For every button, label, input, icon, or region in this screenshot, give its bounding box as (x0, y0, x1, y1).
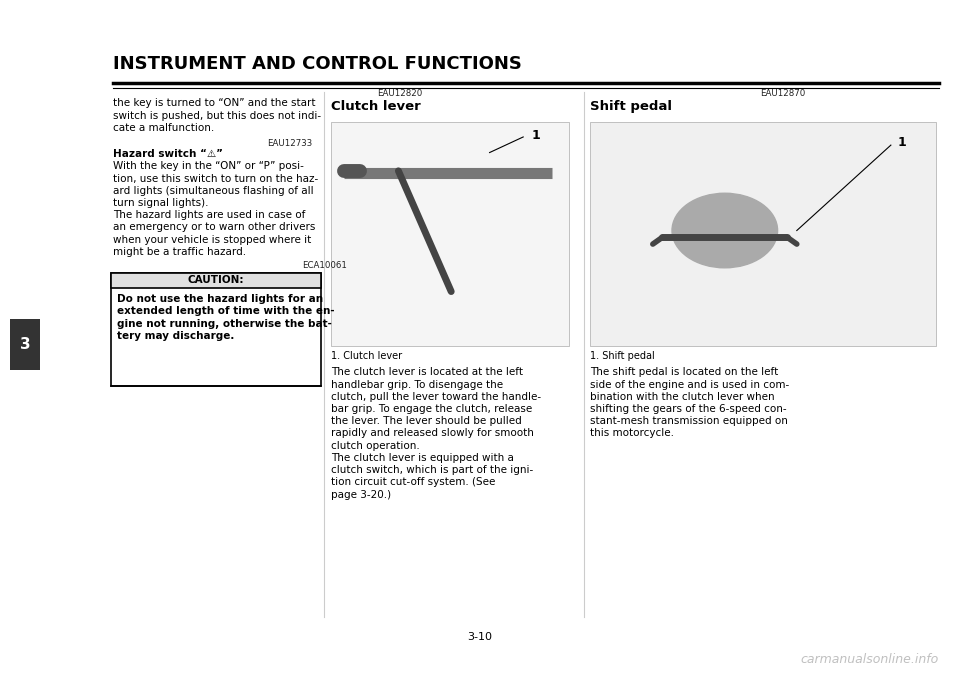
Text: clutch switch, which is part of the igni-: clutch switch, which is part of the igni… (331, 465, 534, 475)
Text: this motorcycle.: this motorcycle. (590, 428, 674, 439)
Text: The hazard lights are used in case of: The hazard lights are used in case of (113, 210, 305, 220)
Text: gine not running, otherwise the bat-: gine not running, otherwise the bat- (117, 319, 332, 329)
Text: rapidly and released slowly for smooth: rapidly and released slowly for smooth (331, 428, 534, 439)
Text: 1: 1 (898, 136, 907, 149)
Text: extended length of time with the en-: extended length of time with the en- (117, 306, 335, 317)
Text: ard lights (simultaneous flashing of all: ard lights (simultaneous flashing of all (113, 186, 314, 196)
Text: tion circuit cut-off system. (See: tion circuit cut-off system. (See (331, 477, 495, 487)
Text: EAU12870: EAU12870 (760, 89, 805, 98)
Text: 3: 3 (19, 337, 31, 352)
Text: clutch, pull the lever toward the handle-: clutch, pull the lever toward the handle… (331, 392, 541, 402)
Text: Clutch lever: Clutch lever (331, 100, 420, 113)
Text: handlebar grip. To disengage the: handlebar grip. To disengage the (331, 380, 503, 390)
Text: page 3-20.): page 3-20.) (331, 490, 392, 500)
Text: CAUTION:: CAUTION: (188, 275, 244, 285)
Text: stant-mesh transmission equipped on: stant-mesh transmission equipped on (590, 416, 788, 426)
Text: when your vehicle is stopped where it: when your vehicle is stopped where it (113, 235, 312, 245)
Text: INSTRUMENT AND CONTROL FUNCTIONS: INSTRUMENT AND CONTROL FUNCTIONS (113, 54, 522, 73)
Text: 1. Shift pedal: 1. Shift pedal (590, 351, 655, 361)
Text: Hazard switch “⚠”: Hazard switch “⚠” (113, 149, 224, 159)
FancyBboxPatch shape (331, 122, 569, 346)
Text: The clutch lever is equipped with a: The clutch lever is equipped with a (331, 453, 514, 463)
Text: the key is turned to “ON” and the start: the key is turned to “ON” and the start (113, 98, 316, 108)
Text: turn signal lights).: turn signal lights). (113, 198, 208, 208)
Text: side of the engine and is used in com-: side of the engine and is used in com- (590, 380, 790, 390)
Text: bination with the clutch lever when: bination with the clutch lever when (590, 392, 775, 402)
Text: EAU12733: EAU12733 (267, 139, 312, 148)
FancyBboxPatch shape (590, 122, 936, 346)
Text: shifting the gears of the 6-speed con-: shifting the gears of the 6-speed con- (590, 404, 787, 414)
Text: bar grip. To engage the clutch, release: bar grip. To engage the clutch, release (331, 404, 533, 414)
Text: carmanualsonline.info: carmanualsonline.info (801, 652, 939, 666)
Text: 3-10: 3-10 (468, 633, 492, 642)
Text: ECA10061: ECA10061 (302, 261, 348, 270)
Text: cate a malfunction.: cate a malfunction. (113, 123, 214, 133)
Text: tion, use this switch to turn on the haz-: tion, use this switch to turn on the haz… (113, 174, 319, 184)
FancyBboxPatch shape (111, 273, 321, 288)
Text: 1: 1 (531, 129, 540, 142)
Text: clutch operation.: clutch operation. (331, 441, 420, 451)
Text: With the key in the “ON” or “P” posi-: With the key in the “ON” or “P” posi- (113, 161, 304, 172)
Text: EAU12820: EAU12820 (377, 89, 422, 98)
FancyBboxPatch shape (111, 273, 321, 386)
Text: Do not use the hazard lights for an: Do not use the hazard lights for an (117, 294, 324, 304)
Text: 1. Clutch lever: 1. Clutch lever (331, 351, 402, 361)
Text: an emergency or to warn other drivers: an emergency or to warn other drivers (113, 222, 316, 233)
Circle shape (672, 193, 778, 268)
Text: Shift pedal: Shift pedal (590, 100, 672, 113)
Text: the lever. The lever should be pulled: the lever. The lever should be pulled (331, 416, 522, 426)
FancyBboxPatch shape (10, 319, 40, 370)
Text: The clutch lever is located at the left: The clutch lever is located at the left (331, 367, 523, 378)
Text: The shift pedal is located on the left: The shift pedal is located on the left (590, 367, 779, 378)
Text: tery may discharge.: tery may discharge. (117, 331, 234, 341)
Text: might be a traffic hazard.: might be a traffic hazard. (113, 247, 247, 257)
Text: switch is pushed, but this does not indi-: switch is pushed, but this does not indi… (113, 111, 322, 121)
